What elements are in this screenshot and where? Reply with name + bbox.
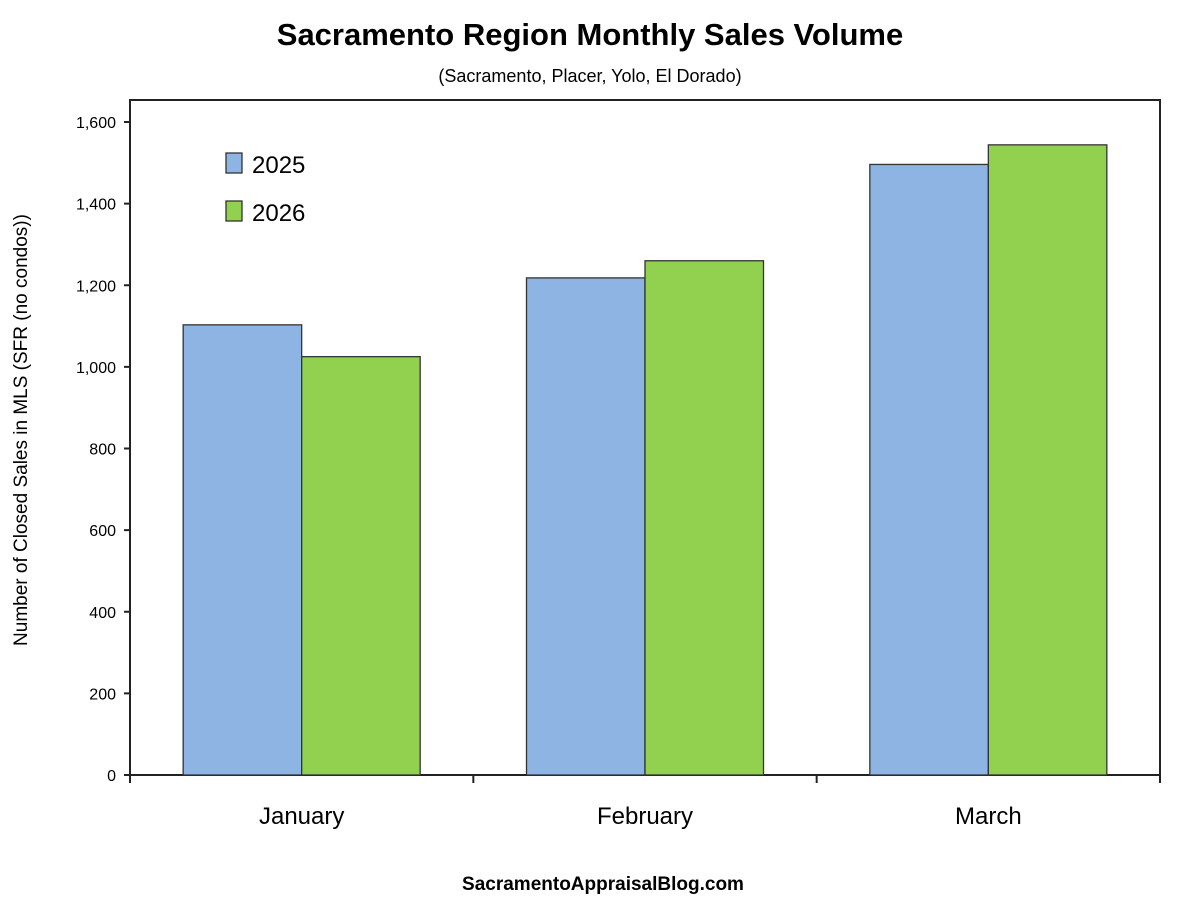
bar-2025-february	[525, 277, 646, 776]
y-tick-label: 0	[107, 768, 116, 785]
y-tick-label: 1,400	[76, 197, 116, 214]
legend-label: 2026	[252, 200, 305, 227]
y-tick-label: 1,600	[76, 115, 116, 132]
x-tick-label: March	[955, 803, 1022, 830]
bar-2026-february	[644, 260, 765, 776]
legend-swatch-2026	[225, 200, 243, 222]
bar-2025-january	[182, 324, 303, 776]
x-axis: January February March	[129, 775, 1161, 830]
y-tick-label: 600	[89, 523, 116, 540]
legend-label: 2025	[252, 152, 305, 179]
chart-subtitle: (Sacramento, Placer, Yolo, El Dorado)	[438, 66, 741, 86]
y-axis-label: Number of Closed Sales in MLS (SFR (no c…	[11, 214, 32, 646]
legend-swatch-2025	[225, 152, 243, 174]
legend: 2025 2026	[225, 152, 305, 227]
footer-source: SacramentoAppraisalBlog.com	[462, 874, 744, 895]
y-tick-label: 800	[89, 442, 116, 459]
y-axis: 0 200 400 600 800 1,000 1,200 1,400 1,600	[76, 115, 130, 785]
bar-2025-march	[869, 163, 989, 776]
bar-2026-march	[987, 144, 1108, 776]
x-tick-label: February	[597, 803, 693, 830]
bar-2026-january	[301, 356, 421, 776]
y-tick-label: 400	[89, 605, 116, 622]
chart-title: Sacramento Region Monthly Sales Volume	[277, 17, 903, 52]
y-tick-label: 1,000	[76, 360, 116, 377]
x-tick-label: January	[259, 803, 344, 830]
y-tick-label: 200	[89, 686, 116, 703]
bars	[182, 144, 1108, 776]
y-tick-label: 1,200	[76, 278, 116, 295]
